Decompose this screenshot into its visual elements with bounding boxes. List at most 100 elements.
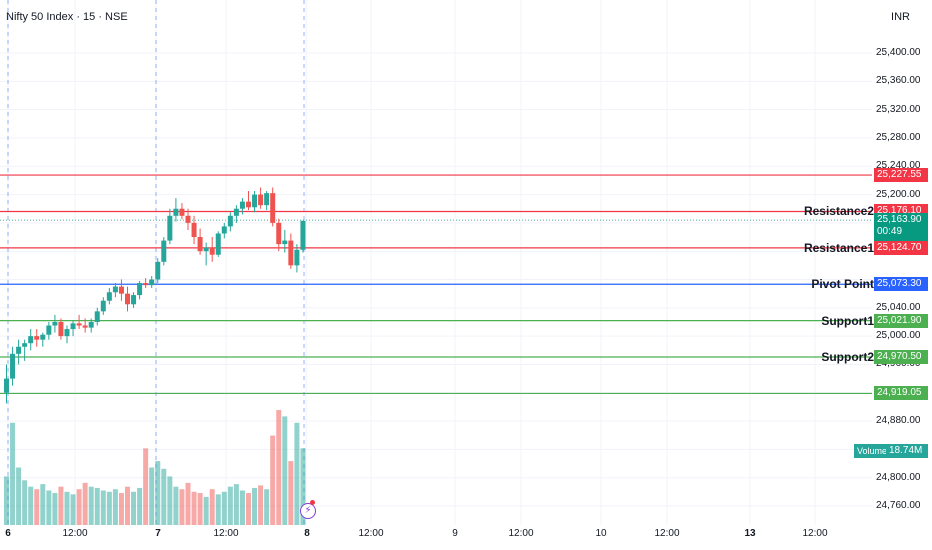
- candle-body: [227, 215, 233, 227]
- price-tick-label: 25,040.00: [876, 301, 921, 313]
- time-tick-label: 12:00: [213, 528, 239, 539]
- candle-body: [46, 325, 52, 335]
- candle-body: [88, 321, 94, 328]
- candle-body: [246, 201, 251, 208]
- pivot-point-label: Pivot Point: [811, 277, 874, 292]
- resistance2-label: Resistance2: [803, 204, 874, 219]
- time-tick-label: 9: [452, 528, 458, 539]
- candle-body: [288, 240, 294, 266]
- candle-body: [197, 237, 203, 252]
- volume-bar: [179, 489, 185, 525]
- volume-bar: [191, 491, 197, 525]
- volume-bar: [4, 476, 9, 525]
- symbol-title[interactable]: Nifty 50 Index · 15 · NSE: [6, 11, 128, 23]
- time-tick-label: 10: [595, 528, 607, 539]
- volume-bar: [197, 493, 203, 525]
- candle-body: [252, 194, 258, 208]
- candle-body: [118, 286, 124, 294]
- candle-body: [294, 249, 300, 266]
- candle-body: [264, 193, 270, 206]
- time-tick-label: 8: [304, 528, 310, 539]
- candle-body: [52, 321, 58, 326]
- candle-body: [100, 300, 106, 312]
- lightning-icon[interactable]: ⚡: [300, 503, 316, 519]
- support2-label: Support2: [821, 350, 874, 364]
- volume-bar: [22, 480, 28, 525]
- candle-body: [40, 334, 46, 340]
- candle-body: [34, 336, 40, 340]
- price-tick-label: 25,400.00: [876, 47, 921, 58]
- candle-body: [221, 226, 227, 234]
- candle-body: [106, 292, 112, 301]
- volume-bar: [149, 467, 155, 525]
- price-tick-label: 24,760.00: [876, 500, 921, 511]
- volume-bar: [106, 491, 112, 525]
- time-tick-label: 12:00: [62, 528, 88, 539]
- volume-bar: [252, 487, 258, 525]
- candle-body: [179, 208, 185, 216]
- candle-body: [215, 233, 221, 255]
- volume-bar: [76, 489, 82, 525]
- volume-bar: [173, 486, 179, 525]
- candle-body: [76, 323, 82, 326]
- candle-countdown: 00:49: [877, 226, 903, 238]
- candle-body: [22, 343, 28, 347]
- volume-bar: [233, 484, 239, 525]
- volume-bar: [209, 489, 215, 525]
- notification-dot: [310, 500, 315, 505]
- volume-bar: [203, 496, 209, 525]
- volume-bar: [227, 486, 233, 525]
- volume-bar: [10, 422, 16, 525]
- candle-body: [10, 353, 16, 379]
- time-tick-label: 7: [155, 528, 161, 539]
- volume-bar: [246, 493, 251, 525]
- volume-label[interactable]: Volume: [854, 444, 891, 458]
- volume-bar: [82, 482, 88, 525]
- last-price-tag: 25,163.90 00:49: [874, 213, 928, 242]
- candle-body: [203, 247, 209, 252]
- candle-body: [167, 215, 173, 241]
- time-tick-label: 12:00: [802, 528, 828, 539]
- candle-body: [161, 240, 167, 262]
- volume-bar: [52, 493, 58, 525]
- top-line-price-tag: 25,227.55: [874, 168, 928, 183]
- candle-body: [209, 247, 215, 255]
- volume-bar: [34, 489, 40, 525]
- candle-body: [112, 286, 118, 293]
- volume-bar: [258, 485, 264, 525]
- volume-bar: [276, 410, 282, 525]
- volume-bar: [264, 489, 270, 525]
- candle-body: [143, 283, 149, 286]
- currency-label[interactable]: INR: [891, 11, 910, 23]
- time-tick-label: 6: [5, 528, 11, 539]
- candle-body: [233, 208, 239, 216]
- time-tick-label: 12:00: [358, 528, 384, 539]
- volume-bar: [239, 490, 245, 525]
- time-tick-label: 13: [744, 528, 756, 539]
- volume-bar: [143, 448, 149, 525]
- price-tick-label: 25,360.00: [876, 75, 921, 87]
- volume-bar: [100, 490, 106, 525]
- volume-bar: [58, 486, 64, 525]
- volume-bar: [125, 486, 130, 525]
- price-tick-label: 24,800.00: [876, 471, 921, 483]
- last-price-value: 25,163.90: [877, 214, 922, 226]
- volume-bar: [300, 448, 306, 525]
- price-tick-label: 25,240.00: [876, 160, 921, 172]
- volume-bar: [112, 489, 118, 525]
- volume-bar: [167, 476, 173, 525]
- support1-price-tag: 25,021.90: [874, 313, 928, 328]
- volume-bar: [155, 461, 161, 525]
- candle-body: [149, 279, 155, 286]
- volume-bar: [221, 491, 227, 525]
- volume-bar: [270, 435, 276, 525]
- candle-body: [137, 283, 143, 296]
- volume-bar: [40, 484, 46, 525]
- volume-bar: [88, 486, 94, 525]
- resistance1-label: Resistance1: [803, 240, 874, 255]
- candle-body: [173, 208, 179, 216]
- price-tick-label: 25,320.00: [876, 103, 921, 115]
- volume-value: 18.74M: [886, 444, 928, 458]
